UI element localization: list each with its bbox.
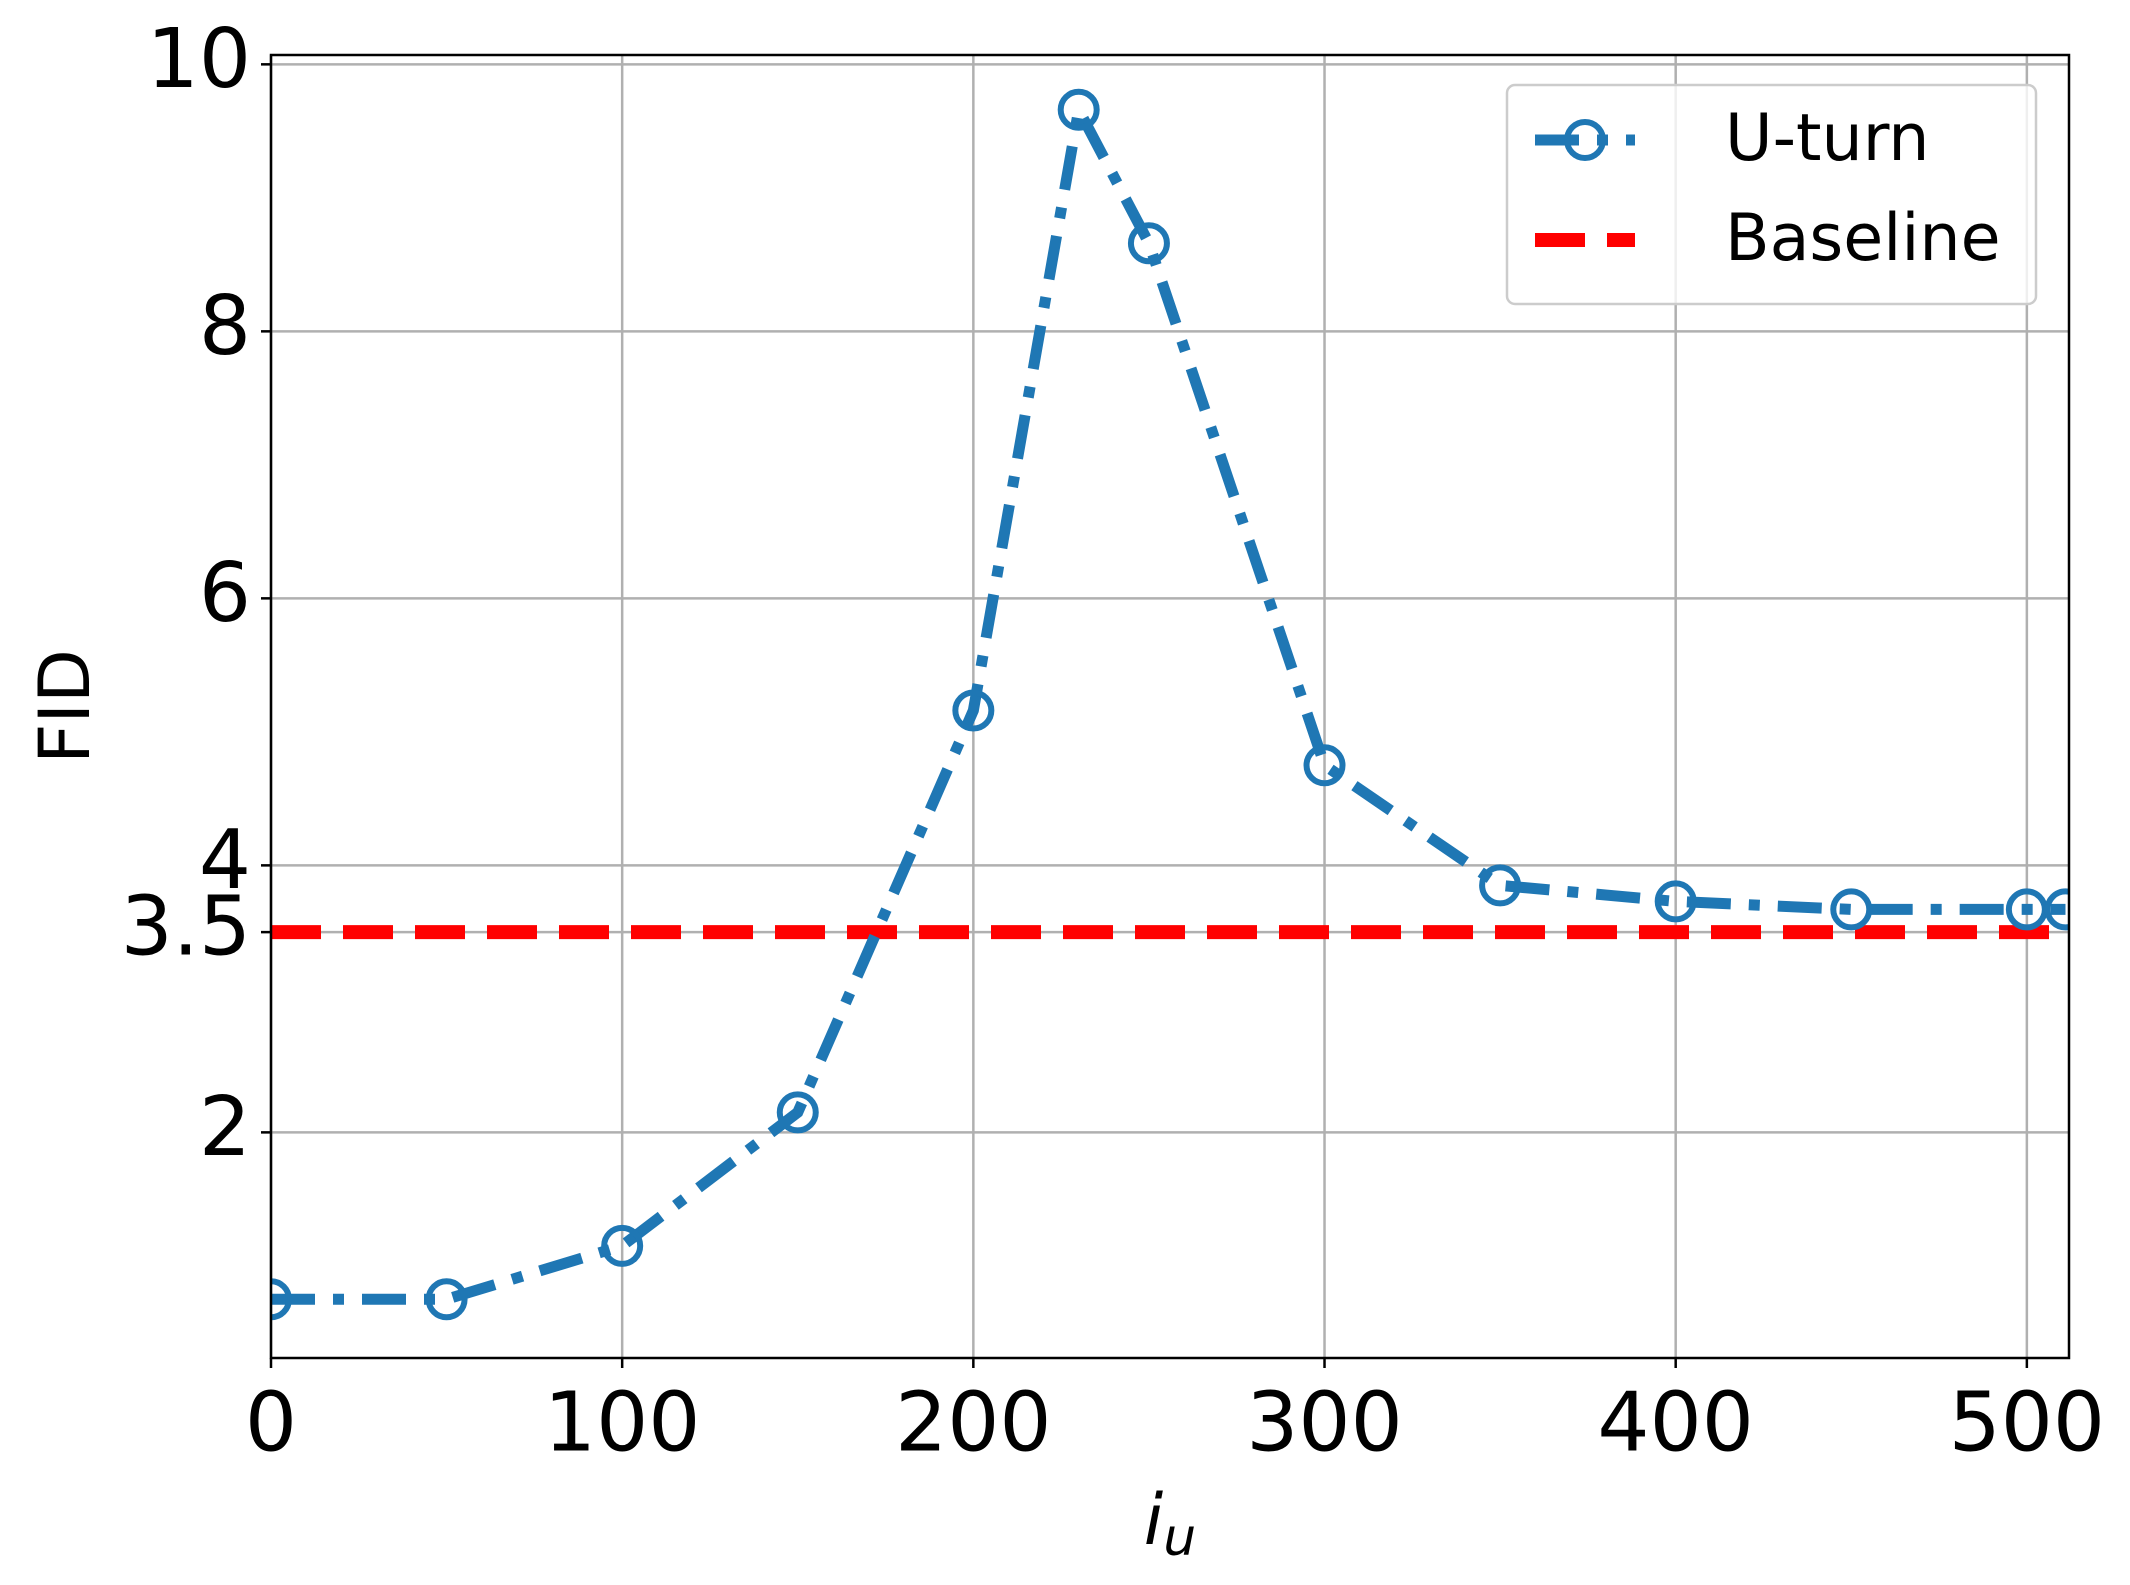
x-tick-label: 100 [544,1375,701,1470]
marker [2044,888,2069,931]
marker [952,689,995,732]
x-tick-label: 200 [895,1375,1052,1470]
legend-label: Baseline [1725,201,2001,276]
marker [1303,744,1346,787]
y-tick-label: 3.5 [121,880,251,975]
legend-marker [1564,119,1606,161]
marker [601,1224,644,1267]
legend-box [1505,83,2038,306]
marker [776,1091,819,1134]
marker [1127,222,1170,265]
marker [1654,880,1697,923]
plot-frame [269,53,2071,1360]
x-axis-label: iu [1144,1479,1196,1568]
y-tick-label: 2 [199,1080,251,1175]
marker [271,1278,292,1321]
x-tick-label: 400 [1597,1375,1754,1470]
x-label-sub: u [1163,1508,1196,1568]
marker [1057,88,1100,131]
x-tick-label: 0 [245,1375,297,1470]
y-tick-label: 8 [199,279,251,374]
marker [1830,888,1873,931]
marker [1479,864,1522,907]
y-axis-label: FID [24,649,106,764]
marker [425,1278,468,1321]
x-tick-label: 300 [1246,1375,1403,1470]
x-label-base: i [1144,1479,1164,1561]
y-tick-label: 4 [199,813,251,908]
y-tick-label: 10 [147,12,251,107]
legend-label: U-turn [1725,101,1930,176]
x-tick-label: 500 [1949,1375,2106,1470]
y-tick-label: 6 [199,546,251,641]
